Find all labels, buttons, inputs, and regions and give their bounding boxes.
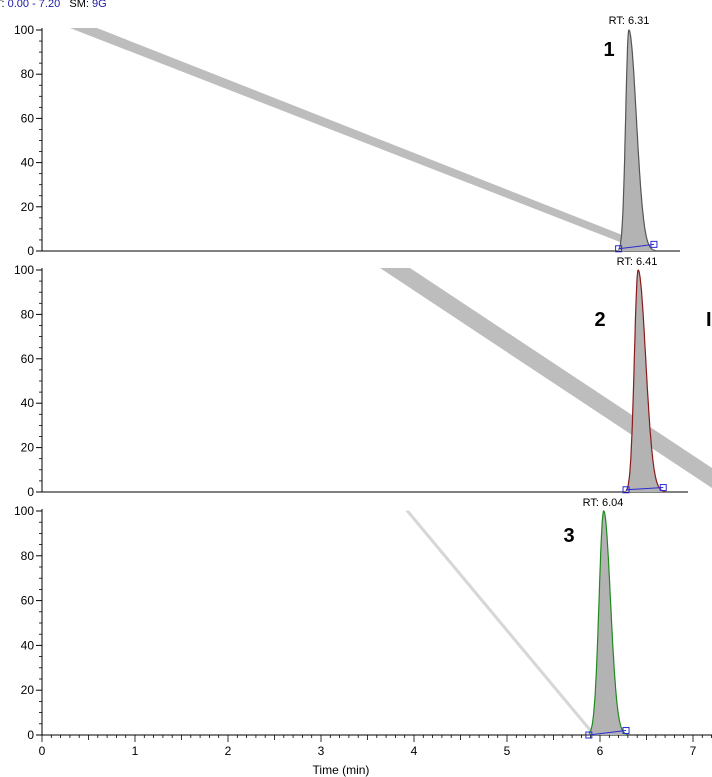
- artifact-band: [70, 28, 640, 242]
- y-tick-label: 60: [21, 111, 35, 125]
- y-tick-label: 80: [21, 307, 35, 321]
- baseline-marker: [650, 240, 658, 248]
- baseline-marker: [585, 731, 593, 739]
- y-tick-label: 80: [21, 549, 35, 563]
- x-tick-label: 5: [504, 744, 511, 758]
- peak-trace: [625, 269, 666, 493]
- y-tick-label: 100: [14, 263, 34, 277]
- x-tick-label: 4: [411, 744, 418, 758]
- x-axis-label: Time (min): [313, 763, 370, 777]
- y-tick-label: 0: [27, 244, 34, 258]
- panel-1: 0 20 40 60 80 100 RT: 6.31 1: [14, 15, 680, 258]
- integration-baseline: [618, 243, 655, 250]
- y-tick-label: 100: [14, 23, 34, 37]
- panel-2: 0 20 40 60 80 100 RT: 6.41 2 I: [14, 256, 712, 499]
- y-tick-label: 40: [21, 638, 35, 652]
- x-tick-label: 6: [597, 744, 604, 758]
- panel-number: 3: [563, 525, 574, 547]
- peak-trace: [588, 510, 629, 736]
- integration-baseline: [588, 730, 627, 736]
- x-tick-label: 7: [690, 744, 697, 758]
- baseline-marker: [615, 245, 623, 253]
- baseline-marker: [622, 486, 630, 494]
- baseline-marker: [622, 727, 630, 735]
- y-tick-label: 0: [27, 728, 34, 742]
- y-tick-label: 40: [21, 156, 35, 170]
- panel-3: 0 20 40 60 80 100 RT: 6.04 3 0 1 2 3 4 5 6 7 Time (min): [14, 497, 712, 777]
- rt-label: T:: [0, 0, 5, 10]
- peak-rt-label: RT: 6.04: [583, 497, 624, 509]
- x-tick-label: 2: [225, 744, 232, 758]
- peak-rt-label: RT: 6.41: [617, 256, 658, 268]
- artifact-band: [380, 268, 712, 488]
- panel-number: 2: [594, 309, 605, 331]
- x-tick-label: 1: [132, 744, 139, 758]
- y-tick-label: 80: [21, 67, 35, 81]
- y-tick-label: 60: [21, 352, 35, 366]
- y-tick-label: 60: [21, 594, 35, 608]
- y-tick-label: 20: [21, 683, 35, 697]
- peak-trace: [618, 29, 656, 252]
- chromatogram-header: T: 0.00 - 7.20 SM: 9G: [0, 0, 107, 10]
- side-label: I: [706, 309, 712, 331]
- peak-area: [588, 511, 628, 735]
- baseline-marker: [659, 484, 667, 492]
- y-tick-label: 100: [14, 504, 34, 518]
- sm-value: 9G: [92, 0, 107, 10]
- panel-number: 1: [603, 39, 614, 61]
- y-tick-label: 20: [21, 200, 35, 214]
- y-tick-label: 20: [21, 441, 35, 455]
- rt-range: 0.00 - 7.20: [7, 0, 61, 10]
- x-tick-label: 0: [39, 744, 46, 758]
- sm-label: SM:: [69, 0, 89, 10]
- y-tick-label: 0: [27, 485, 34, 499]
- x-tick-label: 3: [318, 744, 325, 758]
- peak-area: [626, 270, 666, 492]
- peak-rt-label: RT: 6.31: [609, 15, 650, 27]
- integration-baseline: [626, 487, 664, 491]
- y-tick-label: 40: [21, 396, 35, 410]
